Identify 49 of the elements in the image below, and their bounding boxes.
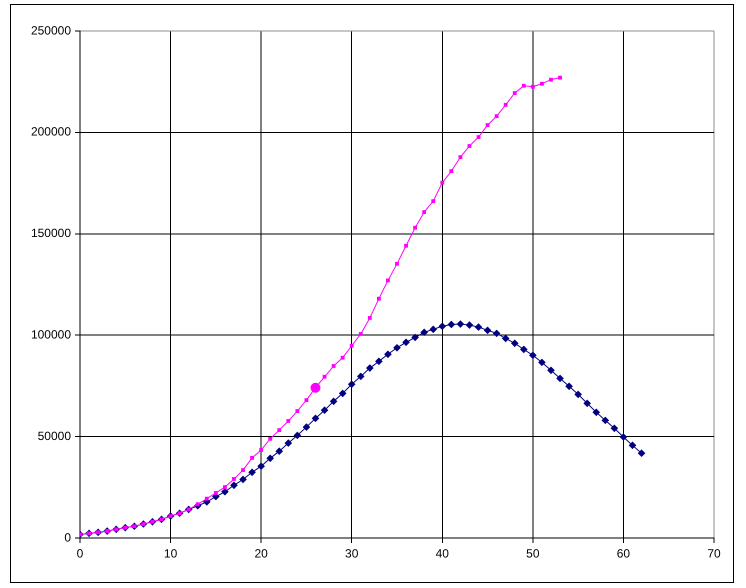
point bbox=[395, 262, 399, 266]
point bbox=[286, 419, 290, 423]
point bbox=[295, 409, 300, 413]
point bbox=[386, 278, 390, 282]
point bbox=[340, 356, 345, 360]
point bbox=[494, 114, 499, 118]
y-tick-label: 50000 bbox=[38, 428, 72, 443]
point bbox=[458, 155, 462, 160]
point bbox=[413, 226, 418, 230]
point bbox=[214, 491, 218, 495]
x-tick-label: 50 bbox=[526, 546, 540, 561]
point bbox=[304, 398, 308, 402]
y-tick-label: 200000 bbox=[30, 124, 72, 139]
y-tick-label: 100000 bbox=[30, 328, 72, 342]
point bbox=[476, 135, 480, 139]
point bbox=[530, 84, 535, 89]
x-tick-label: 10 bbox=[164, 546, 178, 561]
y-tick-label: 150000 bbox=[30, 226, 72, 240]
point bbox=[549, 78, 553, 82]
point bbox=[241, 468, 245, 472]
point bbox=[358, 332, 363, 336]
point bbox=[449, 169, 454, 174]
x-tick-label: 0 bbox=[76, 546, 84, 561]
point bbox=[422, 210, 426, 214]
point bbox=[277, 428, 282, 432]
point bbox=[376, 296, 381, 301]
point bbox=[431, 199, 436, 204]
point bbox=[540, 82, 544, 86]
point bbox=[486, 123, 490, 128]
x-tick-label: 40 bbox=[436, 546, 450, 561]
point bbox=[512, 91, 517, 95]
x-tick-label: 30 bbox=[345, 546, 359, 561]
point bbox=[259, 448, 264, 452]
point bbox=[404, 244, 408, 248]
point bbox=[223, 485, 227, 490]
x-tick-label: 20 bbox=[254, 546, 268, 561]
point bbox=[204, 496, 209, 501]
x-tick-label: 70 bbox=[707, 546, 721, 561]
point bbox=[332, 364, 336, 368]
y-tick-label: 0 bbox=[64, 530, 72, 544]
point bbox=[468, 144, 472, 148]
point bbox=[232, 477, 236, 481]
point bbox=[250, 456, 254, 460]
point bbox=[558, 76, 562, 80]
point bbox=[322, 374, 326, 379]
y-tick-label: 250000 bbox=[30, 23, 72, 38]
point bbox=[368, 316, 372, 320]
point bbox=[310, 382, 320, 393]
x-tick-label: 60 bbox=[616, 546, 630, 561]
